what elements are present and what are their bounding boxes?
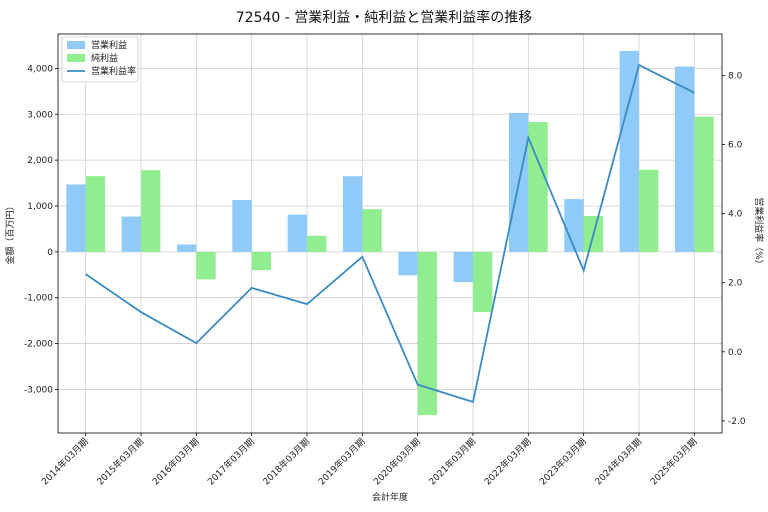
bar-net-profit xyxy=(362,209,382,252)
x-tick-label: 2023年03月期 xyxy=(537,436,589,488)
bar-operating-profit xyxy=(287,214,307,252)
y2-tick-label: 6.0 xyxy=(728,141,743,151)
x-tick-label: 2014年03月期 xyxy=(39,436,91,488)
y-tick-label: 1,000 xyxy=(27,202,53,212)
y-tick-label: 2,000 xyxy=(27,156,53,166)
x-tick-label: 2019年03月期 xyxy=(316,436,368,488)
chart-title: 72540 - 営業利益・純利益と営業利益率の推移 xyxy=(236,9,533,26)
x-tick-label: 2018年03月期 xyxy=(260,436,312,488)
x-tick-label: 2020年03月期 xyxy=(371,436,423,488)
bar-net-profit xyxy=(473,251,493,312)
bar-net-profit xyxy=(251,251,272,271)
margin-line-path xyxy=(85,63,695,404)
y2-tick-label: 4.0 xyxy=(728,210,743,220)
bar-net-profit xyxy=(417,251,438,416)
bar-operating-profit xyxy=(564,199,584,252)
legend-swatch xyxy=(67,54,85,62)
x-axis: 2014年03月期 2015年03月期 2016年03月期 2017年03月期 2018… xyxy=(39,433,700,488)
y-tick-label: -1,000 xyxy=(24,294,53,304)
y-tick-label: 3,000 xyxy=(27,110,53,120)
y-tick-label: 0 xyxy=(47,248,53,258)
margin-line xyxy=(85,63,695,404)
y2-tick-label: 8.0 xyxy=(728,71,743,81)
bar-net-profit xyxy=(196,251,216,280)
bar-net-profit xyxy=(307,235,327,252)
y-tick-label: 4,000 xyxy=(27,64,53,74)
bar-net-profit xyxy=(639,169,659,252)
y-axis-title: 金額（百万円） xyxy=(4,201,16,264)
y2-axis-title: 営業利益率（%） xyxy=(753,197,765,269)
bars xyxy=(66,50,714,416)
x-tick-label: 2024年03月期 xyxy=(592,436,644,488)
bar-operating-profit xyxy=(232,200,252,252)
y-tick-label: -2,000 xyxy=(24,340,53,350)
legend-label: 純利益 xyxy=(91,52,118,64)
x-axis-title: 会計年度 xyxy=(372,491,408,503)
legend-label: 営業利益 xyxy=(91,39,127,51)
bar-net-profit xyxy=(694,116,714,252)
y2-tick-label: 0.0 xyxy=(728,348,743,358)
plot-frame xyxy=(57,33,723,434)
bar-operating-profit xyxy=(453,251,473,283)
x-tick-label: 2025年03月期 xyxy=(648,436,700,488)
bar-net-profit xyxy=(141,170,161,252)
bar-operating-profit xyxy=(674,66,695,252)
y2-tick-label: 2.0 xyxy=(728,279,743,289)
left-axis: -3,000 -2,000 -1,000 0 1,000 2,000 3,000 4,000 xyxy=(24,64,58,395)
x-tick-label: 2015年03月期 xyxy=(94,436,146,488)
bar-operating-profit xyxy=(66,184,86,252)
bar-operating-profit xyxy=(121,216,141,252)
y2-tick-label: -2.0 xyxy=(728,417,746,427)
x-tick-label: 2016年03月期 xyxy=(150,436,202,488)
x-tick-label: 2022年03月期 xyxy=(482,436,534,488)
bar-operating-profit xyxy=(176,244,197,252)
legend-label: 営業利益率 xyxy=(91,65,136,77)
bar-operating-profit xyxy=(342,176,363,252)
legend-swatch xyxy=(67,41,85,49)
y-tick-label: -3,000 xyxy=(24,385,53,395)
x-tick-label: 2017年03月期 xyxy=(205,436,257,488)
bar-net-profit xyxy=(85,176,106,252)
bar-operating-profit xyxy=(619,50,639,252)
right-axis: -2.0 0.0 2.0 4.0 6.0 8.0 xyxy=(722,71,746,427)
x-tick-label: 2021年03月期 xyxy=(426,436,478,488)
bar-operating-profit xyxy=(398,251,418,276)
bar-net-profit xyxy=(528,122,548,252)
